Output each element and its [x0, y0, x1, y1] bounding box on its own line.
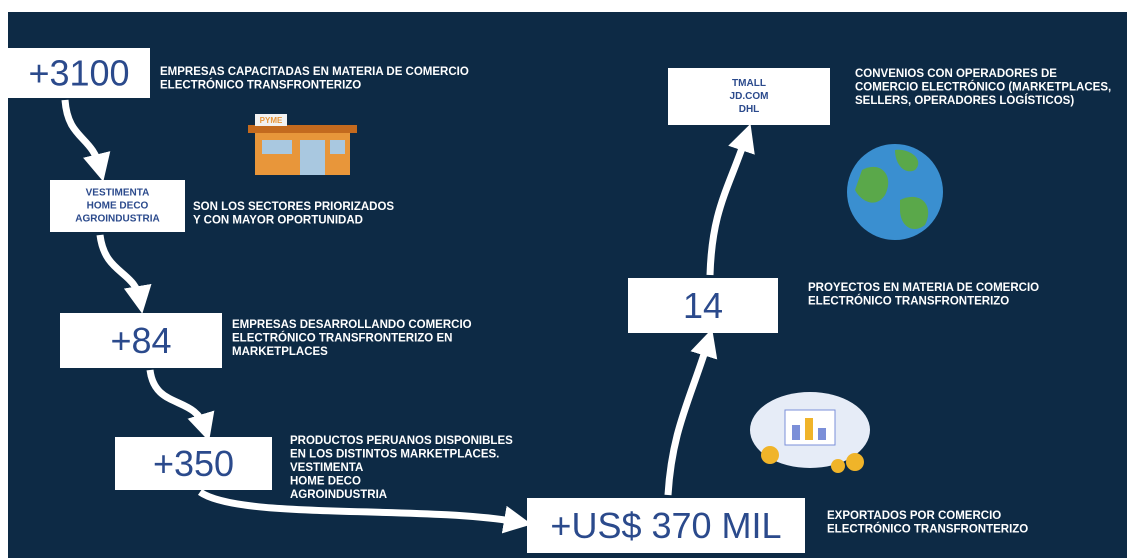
- item-box: [50, 180, 185, 232]
- finance-icon: [750, 392, 870, 473]
- arrow: [61, 99, 111, 182]
- item-description: CONVENIOS CON OPERADORES DE: [855, 68, 1057, 80]
- box-text: JD.COM: [730, 91, 769, 102]
- item-box: [527, 498, 805, 553]
- box-text: +350: [153, 443, 234, 484]
- item-box: [60, 313, 222, 368]
- arrow: [706, 123, 755, 276]
- item-description: EXPORTADOS POR COMERCIO: [827, 510, 1001, 522]
- arrows: [61, 99, 755, 534]
- item-description: VESTIMENTA: [290, 462, 363, 474]
- box-text: VESTIMENTA: [86, 188, 150, 199]
- arrow: [197, 489, 532, 534]
- item-description: PROYECTOS EN MATERIA DE COMERCIO: [808, 282, 1039, 294]
- item-description: EMPRESAS CAPACITADAS EN MATERIA DE COMER…: [160, 66, 469, 78]
- globe-icon: [847, 144, 943, 240]
- box-text: +3100: [28, 53, 129, 94]
- item-box: [8, 48, 150, 98]
- content: +3100 EMPRESAS CAPACITADAS EN MATERIA DE …: [8, 48, 1111, 553]
- item-description: MARKETPLACES: [232, 346, 328, 358]
- item-box: [115, 437, 272, 490]
- box-text: 14: [683, 285, 723, 326]
- item-description: ELECTRÓNICO TRANSFRONTERIZO EN: [232, 332, 452, 345]
- item-description: EN LOS DISTINTOS MARKETPLACES.: [290, 449, 499, 461]
- item-description: EMPRESAS DESARROLLANDO COMERCIO: [232, 319, 472, 331]
- store-icon: PYME: [248, 114, 357, 175]
- arrow: [96, 234, 152, 314]
- box-text: HOME DECO: [87, 201, 149, 212]
- item-description: SELLERS, OPERADORES LOGÍSTICOS): [855, 94, 1074, 107]
- item-description: AGROINDUSTRIA: [290, 489, 387, 501]
- box-text: +US$ 370 MIL: [550, 505, 781, 546]
- store-sign: PYME: [260, 116, 283, 125]
- item-description: ELECTRÓNICO TRANSFRONTERIZO: [160, 79, 361, 92]
- arrow: [146, 369, 215, 442]
- box-text: DHL: [739, 104, 760, 115]
- item-box: [668, 68, 830, 125]
- item-description: SON LOS SECTORES PRIORIZADOS: [193, 201, 394, 213]
- item-description: HOME DECO: [290, 476, 361, 488]
- item-description: ELECTRÓNICO TRANSFRONTERIZO: [808, 295, 1009, 308]
- item-box: [628, 278, 778, 333]
- box-text: +84: [110, 320, 171, 361]
- arrow: [664, 328, 718, 496]
- item-description: Y CON MAYOR OPORTUNIDAD: [193, 215, 363, 227]
- box-text: AGROINDUSTRIA: [75, 214, 159, 225]
- item-description: COMERCIO ELECTRÓNICO (MARKETPLACES,: [855, 81, 1111, 94]
- item-description: ELECTRÓNICO TRANSFRONTERIZO: [827, 523, 1028, 536]
- box-text: TMALL: [732, 78, 766, 89]
- item-description: PRODUCTOS PERUANOS DISPONIBLES: [290, 435, 513, 447]
